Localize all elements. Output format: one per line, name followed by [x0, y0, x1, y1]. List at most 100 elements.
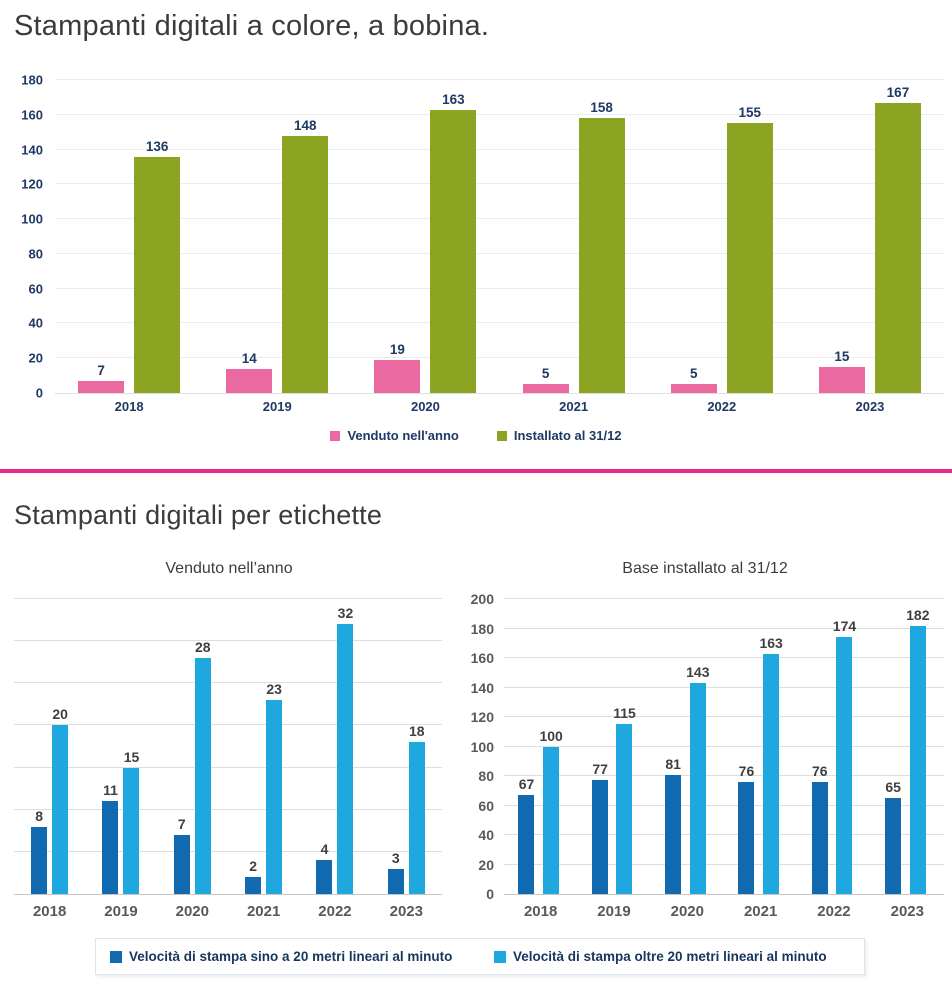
gridline [14, 598, 442, 599]
bar [102, 801, 119, 894]
bar-value-label: 7 [97, 362, 105, 378]
bar-value-label: 158 [590, 100, 613, 116]
bar [430, 109, 477, 393]
legend-label-installato: Installato al 31/12 [513, 428, 622, 443]
bar-value-label: 77 [592, 761, 608, 778]
bar-wrapper: 2 [245, 599, 262, 894]
bar [387, 868, 404, 894]
bar-value-label: 15 [834, 348, 850, 364]
legend-item-venduto: Venduto nell'anno [330, 428, 459, 443]
x-axis-label-2019: 2019 [262, 399, 292, 414]
chart-venduto-plot: 8 20 11 15 7 28 2 23 4 32 3 18 [14, 598, 442, 895]
bar-value-label: 155 [738, 105, 762, 121]
bar-wrapper: 32 [337, 599, 354, 894]
bar [522, 384, 569, 393]
gridline [504, 804, 944, 806]
gridline [504, 598, 944, 599]
bar-value-label: 32 [337, 605, 354, 622]
bar-wrapper: 15 [123, 599, 140, 894]
bar-value-label: 67 [518, 776, 535, 793]
chart-venduto: 8 20 11 15 7 28 2 23 4 32 3 18 2018 2019 2020 2021 2022… [0, 598, 458, 920]
bar-group-2019: 11 15 [85, 599, 156, 894]
legend-item-speed-over-20: Velocità di stampa oltre 20 metri linear… [480, 949, 864, 964]
chart-installato-x-axis: 2018 2019 2020 2021 2022 2023 [504, 903, 944, 920]
y-axis-tick-label: 180 [470, 620, 494, 637]
y-axis-tick-label: 200 [470, 591, 494, 607]
bar-value-label: 5 [690, 366, 698, 382]
bar-value-label: 14 [241, 350, 257, 366]
bar [337, 624, 354, 894]
bar-value-label: 7 [177, 816, 186, 832]
bar-groups: 8 20 11 15 7 28 2 23 4 32 3 18 [14, 599, 442, 894]
x-axis-label-2020: 2020 [670, 903, 704, 920]
bar-groups: 7 136 14 148 19 163 5 158 5 155 15 167 [55, 80, 944, 393]
gridline [504, 627, 944, 629]
bar-wrapper: 115 [613, 599, 636, 894]
bar [518, 795, 535, 894]
gridline [55, 322, 944, 324]
bar-wrapper: 163 [430, 80, 477, 393]
bar [578, 118, 625, 393]
bar-group-2023: 65 182 [871, 599, 944, 894]
x-axis-label-2022: 2022 [707, 399, 737, 414]
bar-value-label: 115 [613, 705, 636, 722]
bar [31, 826, 48, 894]
bar-value-label: 15 [123, 748, 140, 765]
gridline [14, 682, 442, 684]
bar-value-label: 136 [145, 138, 169, 154]
gridline [504, 834, 944, 835]
gridline [14, 850, 442, 852]
bar-group-2021: 76 163 [724, 599, 797, 894]
bar-group-2022: 5 155 [648, 80, 796, 393]
chart-installato: 0 20 40 60 80 100 120 140 160 180 200 67 100 77 115 81 1… [458, 591, 952, 920]
y-axis-tick-label: 60 [478, 797, 494, 814]
bar-value-label: 20 [52, 706, 68, 723]
bar [123, 767, 140, 894]
x-axis-label-2022: 2022 [817, 903, 851, 920]
bar-wrapper: 65 [885, 599, 902, 894]
gridline [14, 640, 442, 642]
bar-value-label: 18 [409, 723, 425, 740]
bar-value-label: 148 [293, 117, 317, 133]
bar-value-label: 182 [906, 606, 930, 623]
gridline [55, 287, 944, 289]
bar-wrapper: 174 [833, 599, 856, 894]
x-axis-label-2023: 2023 [855, 399, 885, 414]
chart-block-venduto: Venduto nell’anno 8 20 11 15 7 28 2 23 4 32 3 18 20… [0, 559, 458, 920]
bar-group-2022: 4 32 [299, 599, 370, 894]
bar-wrapper: 20 [52, 599, 69, 894]
y-axis-tick-label: 160 [21, 107, 43, 123]
gridline [55, 113, 944, 115]
bar-wrapper: 23 [266, 599, 283, 894]
bar-group-2021: 5 158 [500, 80, 648, 393]
bar-wrapper: 14 [226, 80, 273, 393]
speed-over-20-swatch-icon [494, 950, 506, 963]
legend-label-venduto: Venduto nell'anno [347, 428, 459, 443]
bar-value-label: 81 [665, 755, 681, 772]
y-axis-tick-label: 160 [470, 650, 494, 666]
bar-wrapper: 19 [374, 80, 421, 393]
section-divider [0, 469, 952, 473]
y-axis-tick-label: 140 [470, 679, 494, 696]
bar-wrapper: 158 [578, 80, 625, 393]
y-axis-tick-label: 40 [478, 827, 494, 843]
bar [316, 860, 333, 894]
legend-label-speed-over-20: Velocità di stampa oltre 20 metri linear… [513, 949, 827, 964]
bar [616, 724, 633, 894]
bar-wrapper: 77 [592, 599, 609, 894]
gridline [55, 79, 944, 80]
gridline [14, 808, 442, 810]
bar-value-label: 174 [832, 618, 857, 635]
speed-under-20-swatch-icon [110, 950, 122, 963]
bar-value-label: 100 [539, 727, 563, 744]
section2-title: Stampanti digitali per etichette [14, 500, 383, 530]
gridline [504, 745, 944, 747]
chart-bobina-plot: 0 20 40 60 80 100 120 140 160 180 7 136 14 148 19 163 5 1… [21, 73, 944, 401]
bar [885, 798, 902, 894]
y-axis-tick-label: 20 [28, 350, 43, 366]
bar [245, 877, 262, 894]
x-axis-label-2023: 2023 [389, 903, 423, 920]
x-axis-label-2021: 2021 [246, 903, 281, 920]
gridline [55, 218, 944, 220]
y-axis-tick-label: 100 [21, 211, 43, 227]
